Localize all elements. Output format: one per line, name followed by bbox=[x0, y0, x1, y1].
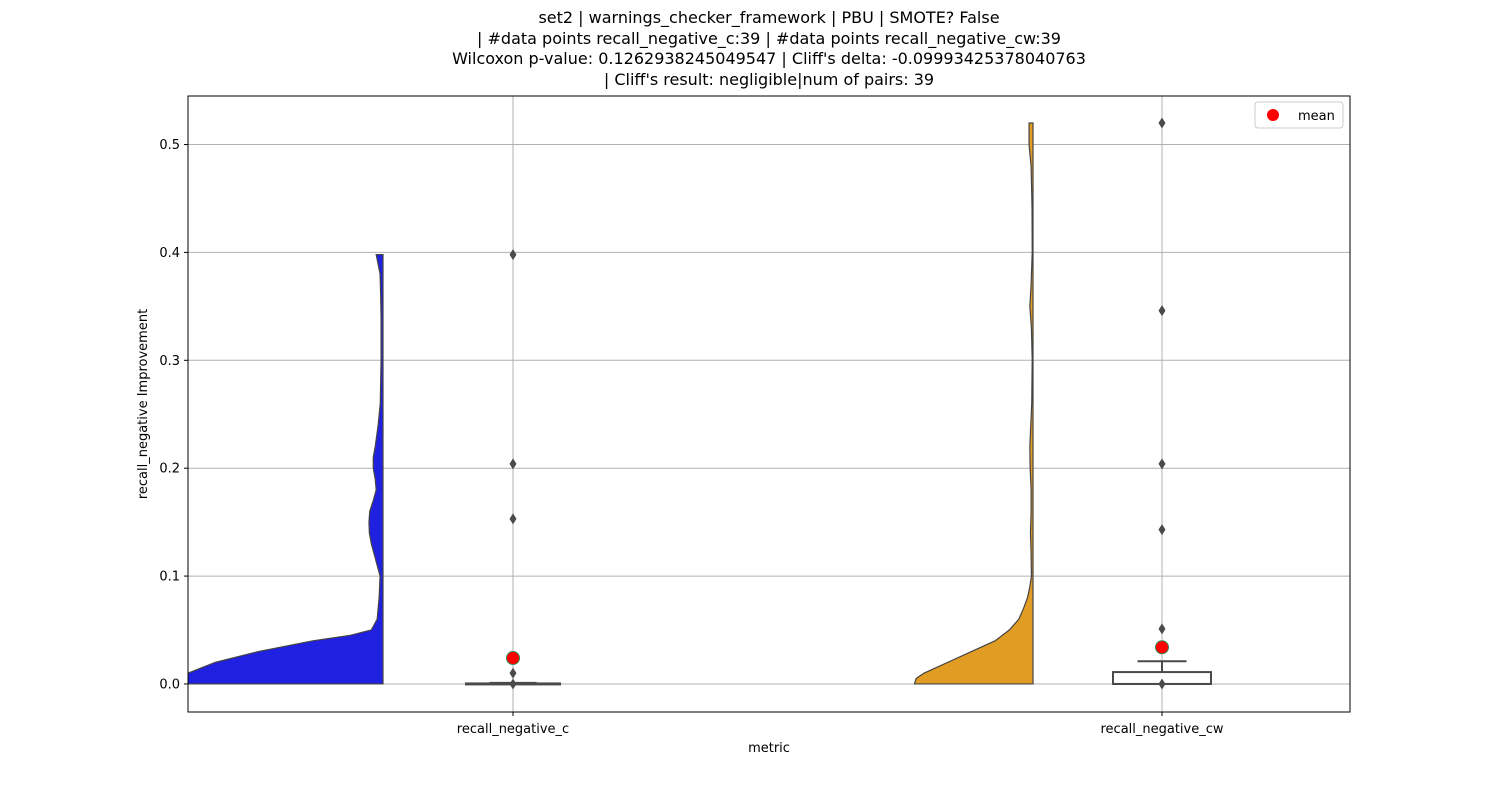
outlier-point bbox=[509, 513, 517, 525]
outlier-point bbox=[1158, 458, 1166, 470]
title-line-3: Wilcoxon p-value: 0.1262938245049547 | C… bbox=[452, 49, 1086, 68]
x-tick-label: recall_negative_c bbox=[457, 722, 569, 737]
y-tick-label: 0.4 bbox=[159, 246, 180, 261]
outlier-point bbox=[1158, 117, 1166, 129]
y-axis-label: recall_negative Improvement bbox=[136, 309, 151, 499]
outlier-point bbox=[1158, 678, 1166, 690]
legend: mean bbox=[1254, 101, 1344, 129]
title-line-1: set2 | warnings_checker_framework | PBU … bbox=[538, 8, 1000, 27]
box-layer bbox=[465, 660, 1212, 686]
x-tick-label: recall_negative_cw bbox=[1100, 722, 1223, 737]
title-line-2: | #data points recall_negative_c:39 | #d… bbox=[477, 28, 1061, 48]
mean-marker-recall_negative_c bbox=[506, 651, 520, 666]
marks-layer bbox=[506, 117, 1169, 690]
violin-layer bbox=[188, 122, 1034, 685]
legend-mean-label: mean bbox=[1298, 109, 1335, 124]
violin-recall_negative_cw bbox=[913, 122, 1034, 685]
ticks-layer: 0.0 0.1 0.2 0.3 0.4 0.5 recall_negative_c recal… bbox=[159, 138, 1224, 737]
plot-frame bbox=[187, 95, 1351, 713]
outlier-point bbox=[1158, 305, 1166, 317]
y-tick-label: 0.1 bbox=[159, 570, 180, 585]
y-tick-label: 0.2 bbox=[159, 462, 180, 477]
legend-box bbox=[1254, 101, 1344, 129]
y-tick-label: 0.5 bbox=[159, 138, 180, 153]
mean-marker-recall_negative_cw bbox=[1155, 640, 1169, 655]
outlier-point bbox=[509, 249, 517, 261]
y-tick-label: 0.3 bbox=[159, 354, 180, 369]
x-axis-label: metric bbox=[748, 741, 790, 756]
grid-lines bbox=[188, 96, 1350, 712]
outlier-point bbox=[509, 678, 517, 690]
y-tick-label: 0.0 bbox=[159, 677, 180, 692]
title-line-4: | Cliff's result: negligible|num of pair… bbox=[603, 69, 935, 89]
outlier-point bbox=[509, 667, 517, 679]
outlier-point bbox=[1158, 524, 1166, 536]
outlier-point bbox=[509, 458, 517, 470]
legend-mean-marker bbox=[1267, 109, 1279, 121]
violin-recall_negative_c bbox=[188, 253, 384, 685]
chart-title: set2 | warnings_checker_framework | PBU … bbox=[0, 8, 1500, 90]
outlier-point bbox=[1158, 623, 1166, 635]
